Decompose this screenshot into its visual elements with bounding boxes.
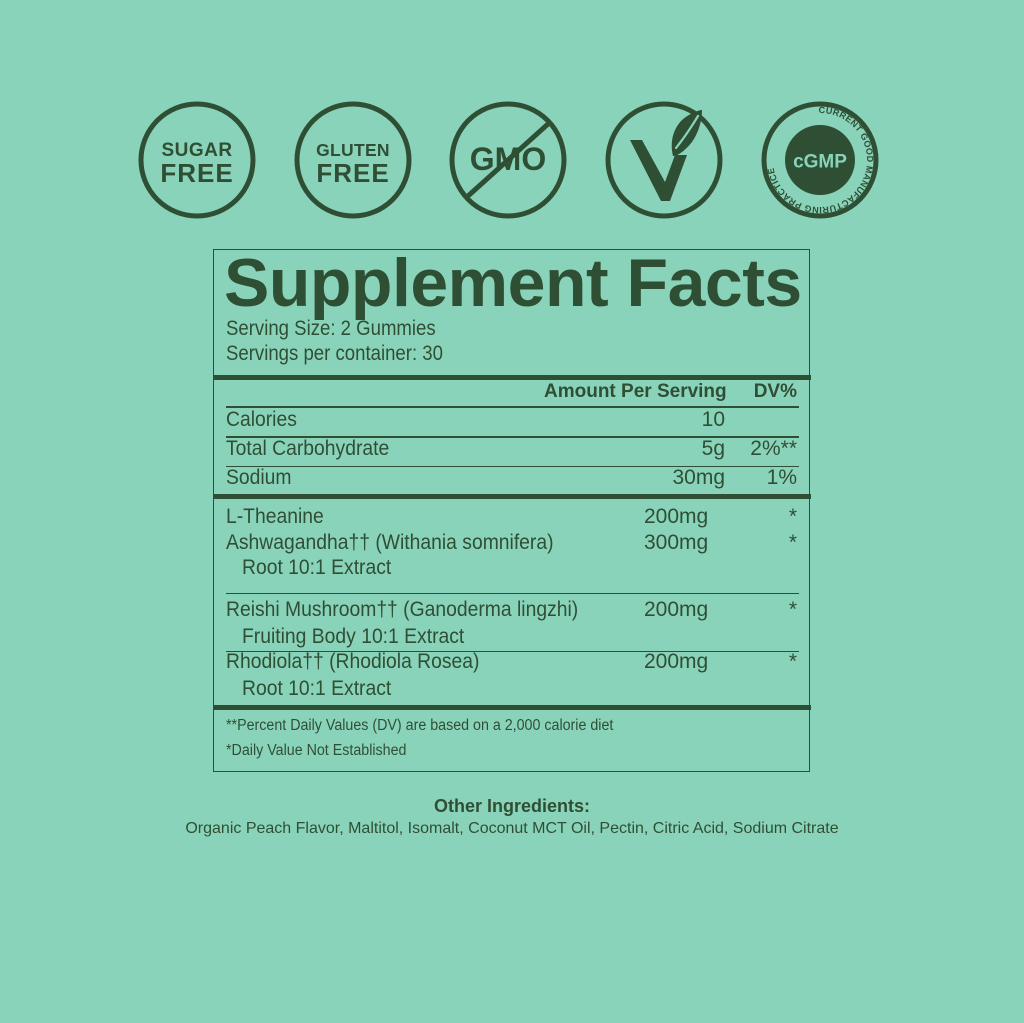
svg-text:cGMP: cGMP: [793, 152, 847, 173]
svg-text:FREE: FREE: [160, 158, 233, 188]
svg-text:GLUTEN: GLUTEN: [316, 140, 390, 160]
svg-text:FREE: FREE: [316, 158, 389, 188]
